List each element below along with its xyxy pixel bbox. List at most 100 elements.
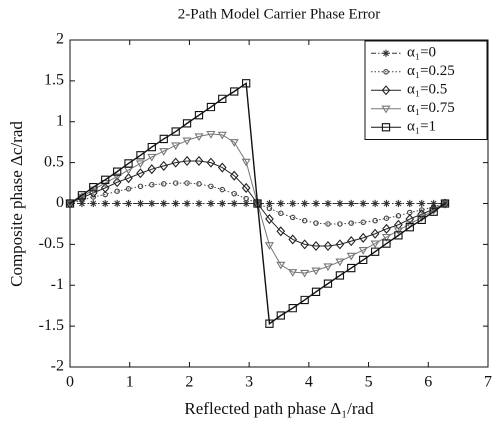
marker <box>346 236 356 247</box>
marker <box>159 160 169 171</box>
marker <box>348 220 355 226</box>
marker <box>160 199 168 208</box>
marker <box>230 87 239 96</box>
marker <box>229 170 239 181</box>
marker <box>113 199 121 208</box>
y-tick-label: 1.5 <box>44 72 64 89</box>
marker <box>229 139 239 147</box>
marker <box>288 269 298 277</box>
marker <box>277 199 285 208</box>
marker <box>335 271 345 280</box>
legend-label: α₁=0.25 <box>407 63 455 79</box>
marker <box>217 162 227 173</box>
marker <box>124 173 133 184</box>
marker <box>265 319 274 328</box>
marker <box>337 221 343 227</box>
marker <box>242 199 250 208</box>
marker <box>325 221 331 227</box>
marker <box>311 240 321 252</box>
marker <box>440 199 450 208</box>
marker <box>159 134 168 144</box>
marker <box>241 182 251 194</box>
marker <box>207 199 215 208</box>
marker <box>382 199 391 208</box>
marker <box>323 279 333 288</box>
marker <box>312 199 320 208</box>
marker <box>182 155 192 167</box>
marker <box>89 183 98 192</box>
marker <box>77 193 87 202</box>
legend-label: α₁=0.5 <box>407 82 447 98</box>
marker <box>370 247 380 256</box>
marker <box>208 183 214 190</box>
marker <box>230 199 238 208</box>
marker <box>370 240 380 249</box>
y-tick-label: -2 <box>51 358 64 375</box>
legend-label: α₁=0.75 <box>407 100 455 116</box>
y-tick-label: -1.5 <box>39 317 64 334</box>
y-tick-label: 0 <box>56 194 64 211</box>
x-tick-label: 4 <box>305 374 313 391</box>
legend-marker <box>381 85 391 96</box>
marker <box>183 199 191 208</box>
marker <box>217 131 227 140</box>
marker <box>172 199 180 208</box>
marker <box>65 200 75 209</box>
marker <box>137 183 144 190</box>
marker <box>301 199 309 208</box>
marker <box>112 173 122 182</box>
marker <box>417 209 427 220</box>
marker <box>313 220 319 226</box>
marker <box>171 127 180 136</box>
marker <box>311 267 321 276</box>
y-axis-label: Composite phase Δc/rad <box>7 121 26 287</box>
marker <box>418 199 426 208</box>
marker <box>161 181 167 187</box>
marker <box>194 155 204 167</box>
x-tick-label: 6 <box>424 374 432 391</box>
marker <box>360 219 366 226</box>
marker <box>335 258 345 267</box>
y-tick-label: 1 <box>56 112 64 129</box>
marker <box>301 217 308 224</box>
marker <box>394 231 403 240</box>
marker <box>266 205 273 212</box>
marker <box>370 228 380 239</box>
marker <box>184 180 190 186</box>
marker <box>336 199 344 208</box>
marker <box>265 199 274 208</box>
marker <box>124 199 133 208</box>
marker <box>300 239 310 250</box>
marker <box>265 213 274 225</box>
marker <box>276 226 286 237</box>
marker <box>243 195 249 202</box>
marker <box>346 252 356 261</box>
x-axis-label: Reflected path phase Δ₁/rad <box>184 399 374 418</box>
marker <box>278 210 284 217</box>
marker <box>288 303 297 313</box>
legend-label: α₁=0 <box>407 45 436 61</box>
marker <box>219 186 226 193</box>
marker <box>218 94 227 104</box>
marker <box>405 220 415 229</box>
marker <box>206 157 216 168</box>
x-tick-label: 1 <box>126 374 134 391</box>
marker <box>358 247 368 255</box>
x-tick-label: 3 <box>245 374 253 391</box>
marker <box>78 199 86 208</box>
marker <box>418 207 425 213</box>
marker <box>347 199 355 208</box>
marker <box>171 157 181 168</box>
legend-marker <box>381 123 391 132</box>
marker <box>288 234 298 245</box>
marker <box>394 199 403 208</box>
y-tick-label: 0.5 <box>44 153 64 170</box>
marker <box>371 199 379 208</box>
marker <box>323 263 333 272</box>
marker <box>100 182 110 194</box>
marker <box>101 175 110 184</box>
marker <box>393 227 403 236</box>
x-tick-label: 2 <box>185 374 193 391</box>
x-tick-label: 7 <box>484 374 492 391</box>
marker <box>135 160 146 169</box>
